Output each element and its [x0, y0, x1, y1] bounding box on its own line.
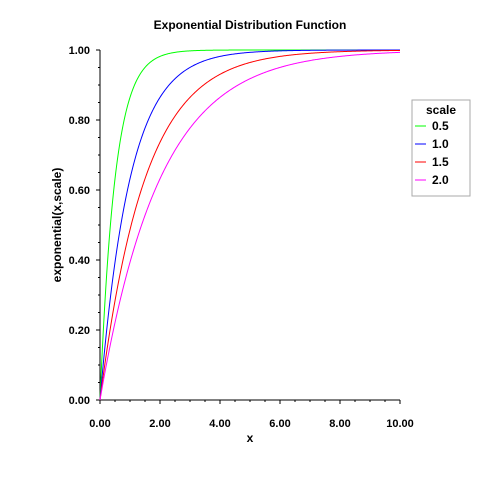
legend-label: 1.5: [432, 155, 449, 169]
series-line-2-0: [99, 51, 401, 401]
legend-label: 1.0: [432, 137, 449, 151]
x-tick-label: 0.00: [89, 418, 110, 430]
x-tick-label: 2.00: [149, 418, 170, 430]
y-tick-label: 0.80: [69, 115, 90, 127]
y-tick-labels: 0.00 0.20 0.40 0.60 0.80 1.00: [69, 45, 90, 407]
legend-title: scale: [426, 103, 456, 117]
legend: scale 0.5 1.0 1.5 2.0: [411, 99, 471, 197]
x-tick-label: 6.00: [269, 418, 290, 430]
x-tick-label: 4.00: [209, 418, 230, 430]
minor-ticks: [98, 67, 386, 402]
series-line-0-5: [99, 49, 400, 401]
x-tick-label: 8.00: [329, 418, 350, 430]
y-axis-label: exponential(x,scale): [50, 168, 64, 283]
y-tick-label: 1.00: [69, 45, 90, 57]
x-tick-label: 10.00: [386, 418, 414, 430]
legend-label: 0.5: [432, 119, 449, 133]
y-tick-label: 0.00: [69, 395, 90, 407]
y-tick-label: 0.40: [69, 255, 90, 267]
series-lines: [99, 49, 401, 401]
x-axis-label: x: [247, 431, 254, 445]
series-line-1-0: [99, 49, 400, 401]
series-line-1-5: [99, 49, 400, 401]
plot-area: [96, 49, 401, 404]
legend-items: 0.5 1.0 1.5 2.0: [415, 119, 449, 187]
major-ticks: [96, 49, 401, 404]
chart-title: Exponential Distribution Function: [154, 18, 347, 32]
x-tick-labels: 0.00 2.00 4.00 6.00 8.00 10.00: [89, 418, 413, 430]
legend-label: 2.0: [432, 173, 449, 187]
y-tick-label: 0.60: [69, 185, 90, 197]
y-tick-label: 0.20: [69, 325, 90, 337]
